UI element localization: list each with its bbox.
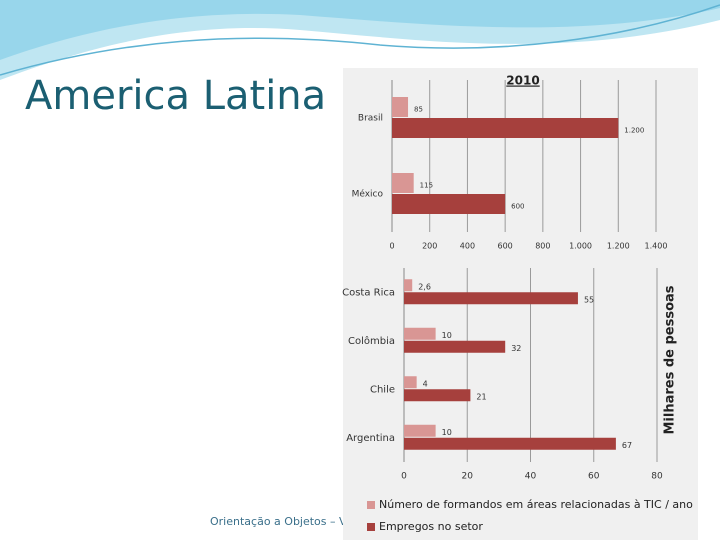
bar (392, 118, 619, 138)
x-tick-label: 1.200 (607, 242, 630, 251)
y-tick-label: Argentina (346, 433, 395, 444)
bar (404, 292, 578, 305)
y-tick-label: Brasil (358, 114, 383, 124)
bar (404, 340, 506, 353)
x-tick-label: 60 (588, 472, 600, 482)
wave (0, 0, 720, 60)
x-tick-label: 800 (535, 242, 550, 251)
y-tick-label: Costa Rica (342, 287, 395, 298)
value-label: 2,6 (418, 283, 431, 292)
value-label: 55 (584, 296, 594, 305)
value-label: 10 (442, 331, 452, 340)
value-label: 32 (511, 344, 521, 353)
x-tick-label: 0 (401, 472, 407, 482)
value-label: 4 (423, 380, 428, 389)
value-label: 67 (622, 441, 632, 450)
legend-label: Empregos no setor (379, 520, 483, 533)
y-tick-label: Chile (370, 384, 395, 395)
x-tick-label: 200 (422, 242, 437, 251)
value-label: 1.200 (624, 127, 644, 135)
wave-line (0, 4, 720, 76)
legend-swatch (367, 523, 375, 531)
chart-title: 2010 (506, 74, 539, 88)
slide-title: America Latina (25, 73, 326, 119)
value-label: 600 (511, 203, 524, 211)
x-tick-label: 40 (525, 472, 537, 482)
bar (404, 437, 616, 450)
axis-label: Milhares de pessoas (663, 285, 678, 434)
x-tick-label: 0 (389, 242, 394, 251)
value-label: 115 (420, 182, 433, 190)
legend-label: Número de formandos em áreas relacionada… (379, 498, 693, 511)
value-label: 21 (476, 393, 486, 402)
x-tick-label: 80 (651, 472, 663, 482)
legend-swatch (367, 501, 375, 509)
bar (392, 173, 414, 193)
x-tick-label: 600 (498, 242, 513, 251)
bar (404, 327, 436, 340)
bar (392, 97, 409, 117)
y-tick-label: México (352, 189, 384, 200)
x-tick-label: 20 (462, 472, 474, 482)
bar (404, 389, 471, 402)
bar (392, 194, 506, 214)
x-tick-label: 400 (460, 242, 475, 251)
x-tick-label: 1.000 (569, 242, 592, 251)
value-label: 85 (414, 106, 423, 114)
slide-footer: Orientação a Objetos – V (210, 515, 347, 528)
bar (404, 424, 436, 437)
value-label: 10 (442, 428, 452, 437)
x-tick-label: 1.400 (645, 242, 668, 251)
y-tick-label: Colômbia (348, 335, 395, 347)
bar (404, 279, 413, 292)
bar (404, 376, 417, 389)
